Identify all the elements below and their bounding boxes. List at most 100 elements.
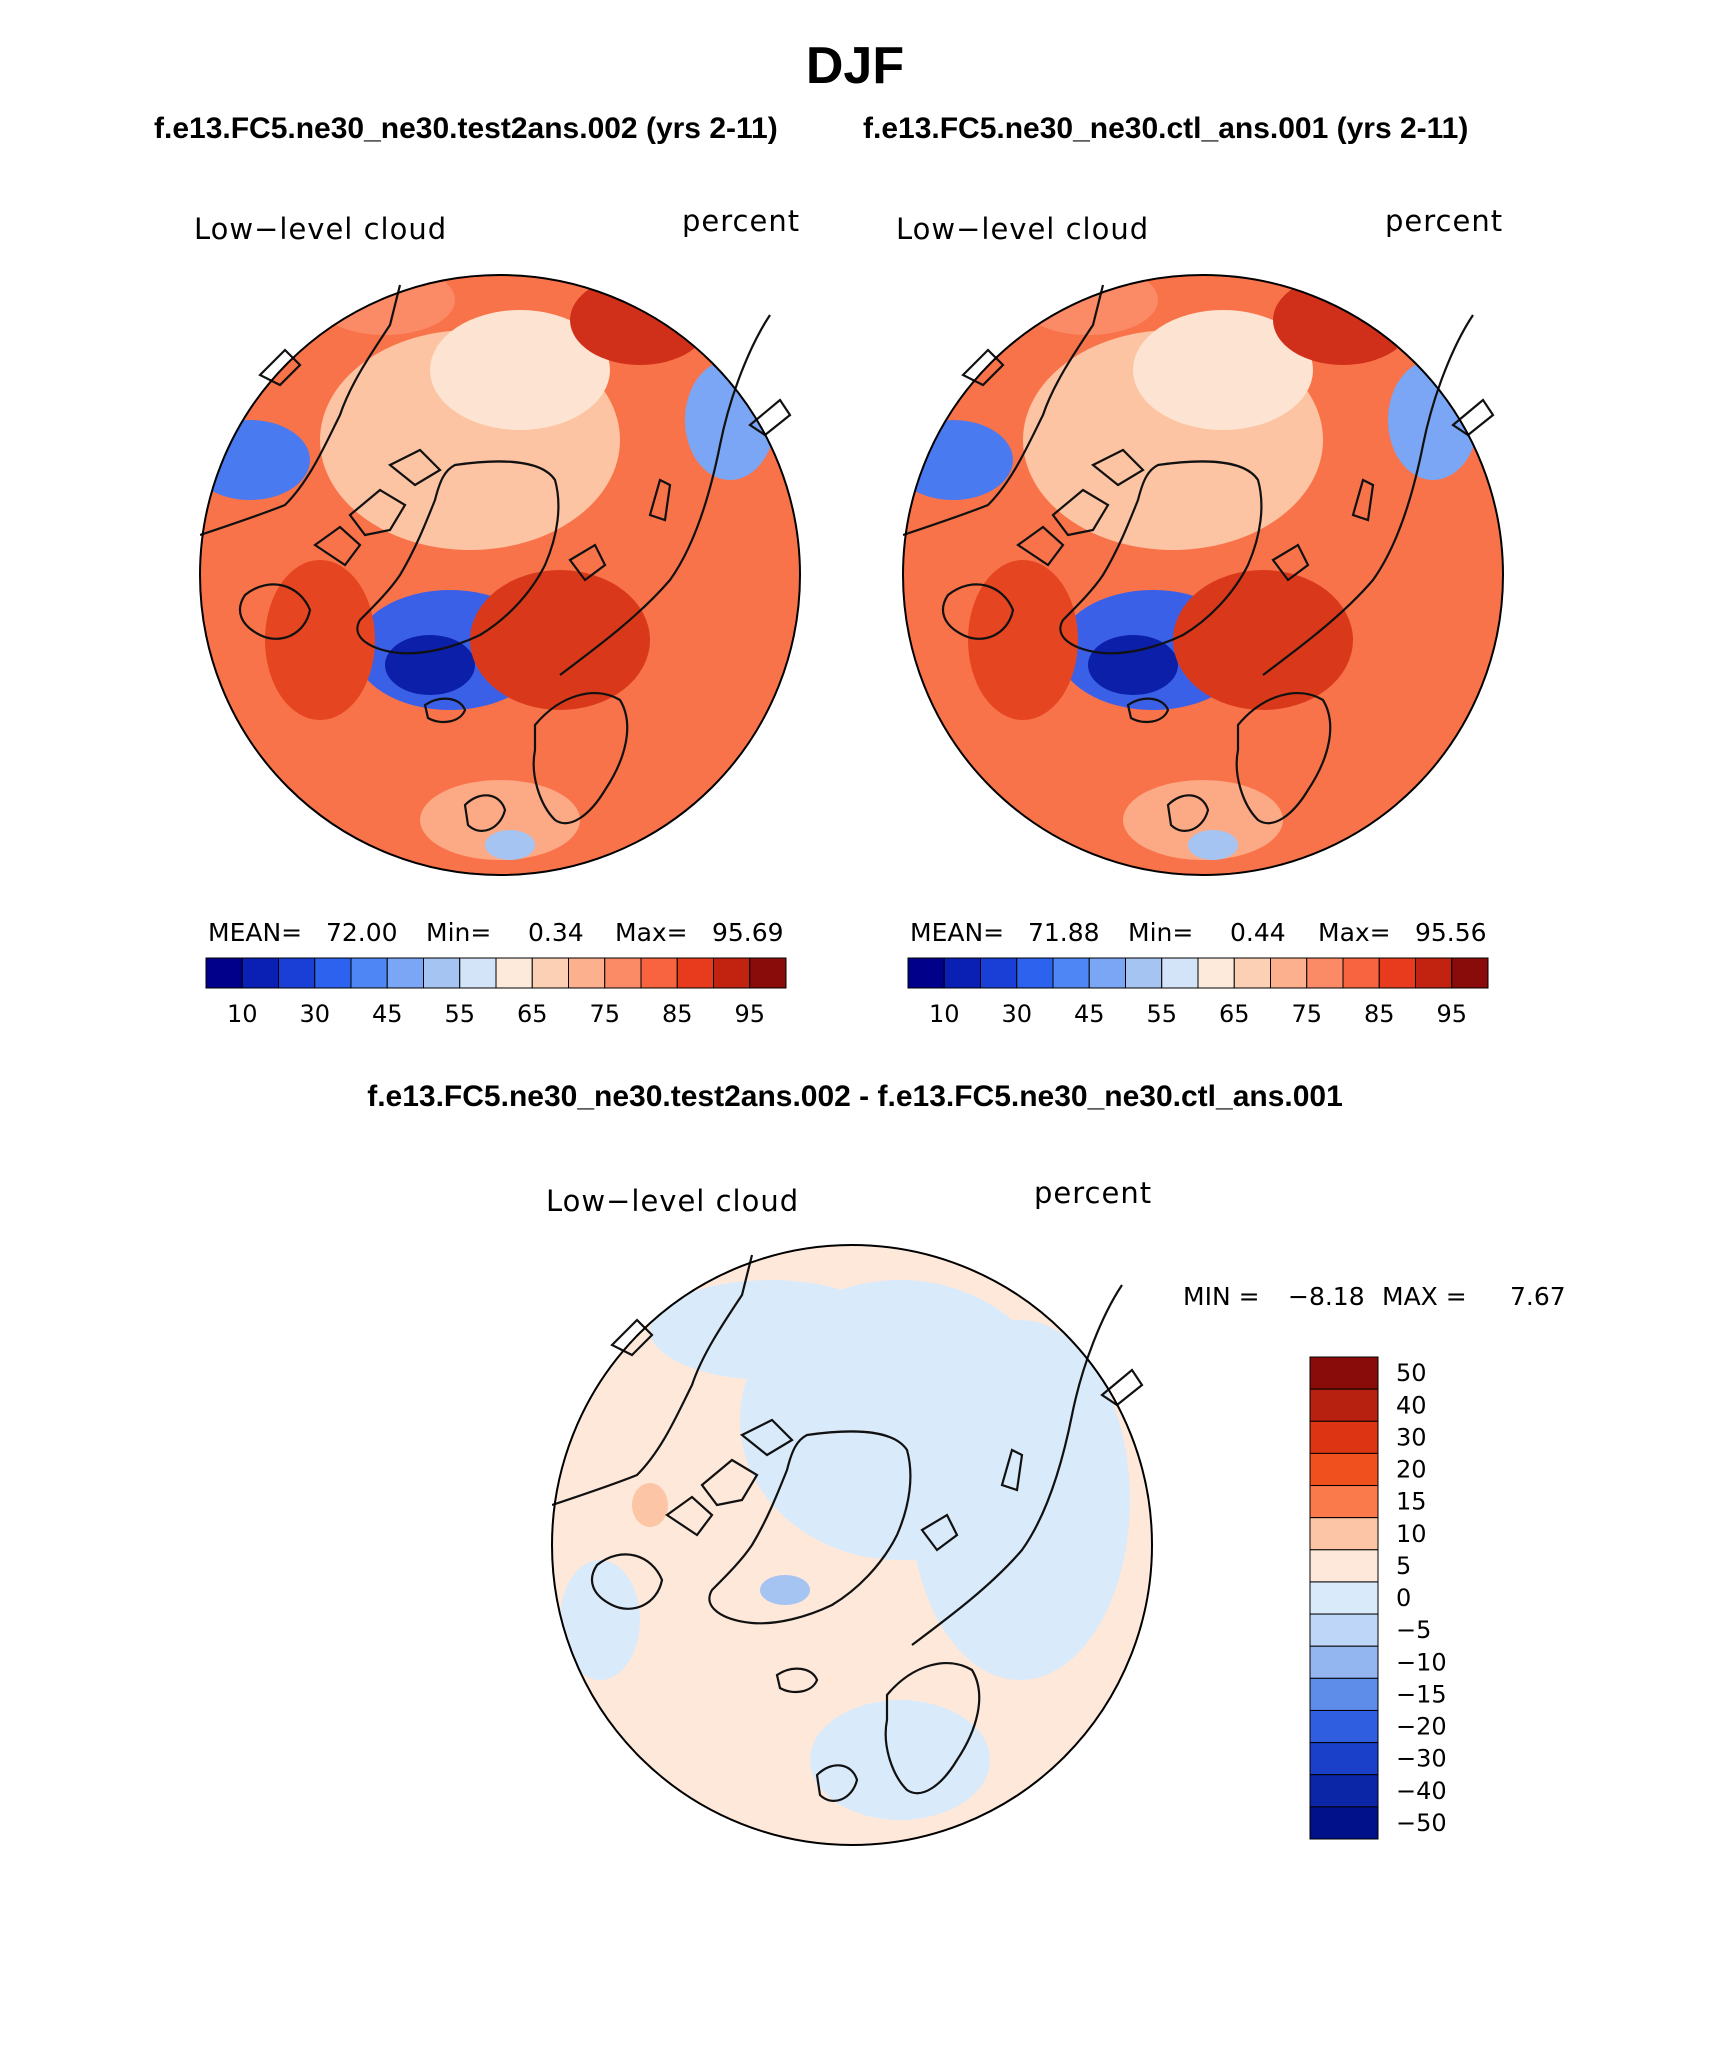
panel1-max-value: 95.69: [712, 918, 784, 947]
panel1-colorbar-swatch: [713, 957, 751, 989]
panel1-colorbar-swatch: [676, 957, 714, 989]
panel3-colorbar-tick-label: −15: [1396, 1680, 1447, 1708]
panel3-colorbar-swatch: [1309, 1549, 1379, 1583]
panel3-max-value: 7.67: [1510, 1282, 1566, 1311]
panel3-colorbar-tick-label: −20: [1396, 1713, 1447, 1741]
panel1-colorbar-swatch: [205, 957, 243, 989]
panel2-colorbar-swatch: [1270, 957, 1308, 989]
panel3-colorbar-tick-label: −30: [1396, 1745, 1447, 1773]
panel2-colorbar-swatch: [1378, 957, 1416, 989]
panel2-colorbar-swatch: [1125, 957, 1163, 989]
panel2-variable-label: Low−level cloud: [896, 212, 1150, 246]
right-panel-subtitle: f.e13.FC5.ne30_ne30.ctl_ans.001 (yrs 2-1…: [863, 112, 1469, 145]
panel3-colorbar-tick-label: 15: [1396, 1488, 1427, 1516]
panel2-colorbar-swatch: [1088, 957, 1126, 989]
panel3-colorbar-tick-label: 0: [1396, 1584, 1411, 1612]
panel1-colorbar-swatch: [423, 957, 461, 989]
panel2-colorbar-swatch: [1342, 957, 1380, 989]
panel2-mean-value: 71.88: [1028, 918, 1100, 947]
panel3-variable-label: Low−level cloud: [546, 1184, 800, 1218]
panel3-colorbar-swatch: [1309, 1709, 1379, 1744]
panel2-colorbar-swatch: [1306, 957, 1344, 989]
panel2-colorbar-tick-label: 45: [1074, 1000, 1105, 1028]
panel1-colorbar-swatch: [749, 957, 787, 989]
figure-title: DJF: [805, 37, 905, 95]
panel3-colorbar-swatch: [1309, 1806, 1379, 1840]
difference-title: f.e13.FC5.ne30_ne30.test2ans.002 - f.e13…: [367, 1080, 1343, 1113]
panel1-colorbar-swatch: [241, 957, 279, 989]
panel3-colorbar-swatch: [1309, 1774, 1379, 1808]
panel1-min-value: 0.34: [528, 918, 584, 947]
left-panel-subtitle: f.e13.FC5.ne30_ne30.test2ans.002 (yrs 2-…: [154, 112, 778, 145]
panel1-colorbar-swatch: [314, 957, 352, 989]
panel2-mean-label: MEAN=: [910, 918, 1005, 947]
panel2-colorbar-swatch: [1415, 957, 1453, 989]
panel3-colorbar-tick-label: 10: [1396, 1520, 1427, 1548]
panel3-colorbar-tick-label: 5: [1396, 1552, 1411, 1580]
panel2-colorbar-swatch: [1197, 957, 1235, 989]
panel1-colorbar-tick-label: 75: [589, 1000, 620, 1028]
panel2-colorbar-swatch: [1016, 957, 1054, 989]
panel3-colorbar-swatch: [1309, 1420, 1379, 1454]
panel3-colorbar-swatch: [1309, 1742, 1379, 1776]
panel1-mean-label: MEAN=: [208, 918, 303, 947]
panel2-colorbar-swatch: [1052, 957, 1090, 989]
panel1-colorbar-swatch: [278, 957, 316, 989]
panel1-colorbar-tick-label: 55: [444, 1000, 475, 1028]
panel3-colorbar-swatch: [1309, 1517, 1379, 1551]
panel2-max-value: 95.56: [1415, 918, 1487, 947]
panel3-min-value: −8.18: [1288, 1282, 1365, 1311]
panel2-colorbar-tick-label: 85: [1364, 1000, 1395, 1028]
colorbars: 10 30 45 55 65 75 85 95 10 30 45 55 65 75 85 9550403020…: [205, 957, 1489, 1840]
panel3-min-label: MIN =: [1183, 1282, 1260, 1311]
panel1-units-label: percent: [682, 204, 801, 238]
panel1-colorbar-tick-label: 30: [299, 1000, 330, 1028]
panel2-colorbar-swatch: [1451, 957, 1489, 989]
panel3-colorbar-swatch: [1309, 1485, 1379, 1519]
panel3-units-label: percent: [1034, 1176, 1153, 1210]
panel2-colorbar-swatch: [907, 957, 945, 989]
panel2-colorbar-swatch: [980, 957, 1018, 989]
panel1-colorbar-tick-label: 95: [734, 1000, 765, 1028]
panel1-colorbar-swatch: [568, 957, 606, 989]
panel1-colorbar-swatch: [350, 957, 388, 989]
panel2-colorbar-tick-label: 75: [1291, 1000, 1322, 1028]
panel1-max-label: Max=: [615, 918, 688, 947]
panel3-colorbar-swatch: [1309, 1356, 1379, 1390]
panel1-colorbar-swatch: [386, 957, 424, 989]
panel3-colorbar-tick-label: −5: [1396, 1616, 1431, 1644]
panel3-colorbar-swatch: [1309, 1613, 1379, 1647]
panel3-colorbar-swatch: [1309, 1452, 1379, 1487]
panel1-colorbar-tick-label: 45: [372, 1000, 403, 1028]
panel3-colorbar-swatch: [1309, 1388, 1379, 1422]
panel1-colorbar-tick-label: 65: [517, 1000, 548, 1028]
panel2-colorbar-swatch: [1233, 957, 1271, 989]
panel1-colorbar-tick-label: 10: [227, 1000, 258, 1028]
panel3-colorbar-tick-label: 30: [1396, 1423, 1427, 1451]
panel3-colorbar-tick-label: 40: [1396, 1391, 1427, 1419]
panel2-colorbar-tick-label: 10: [929, 1000, 960, 1028]
panel3-colorbar-swatch: [1309, 1581, 1379, 1615]
panel1-colorbar-tick-label: 85: [662, 1000, 693, 1028]
panel3-max-label: MAX =: [1382, 1282, 1467, 1311]
panel3-colorbar-tick-label: 20: [1396, 1456, 1427, 1484]
panel1-variable-label: Low−level cloud: [194, 212, 448, 246]
panel3-colorbar-tick-label: −50: [1396, 1809, 1447, 1837]
panel1-min-label: Min=: [426, 918, 492, 947]
panel3-colorbar-swatch: [1309, 1677, 1379, 1711]
panel1-map: [199, 274, 801, 876]
panel2-min-value: 0.44: [1230, 918, 1286, 947]
panel2-colorbar-tick-label: 95: [1436, 1000, 1467, 1028]
panel1-colorbar-swatch: [531, 957, 569, 989]
panel2-colorbar-tick-label: 65: [1219, 1000, 1250, 1028]
panel2-units-label: percent: [1385, 204, 1504, 238]
panel3-colorbar-tick-label: 50: [1396, 1359, 1427, 1387]
panel1-colorbar-swatch: [495, 957, 533, 989]
panel2-colorbar-swatch: [1161, 957, 1199, 989]
panel3-colorbar-swatch: [1309, 1645, 1379, 1679]
panel2-max-label: Max=: [1318, 918, 1391, 947]
panel2-colorbar-tick-label: 30: [1001, 1000, 1032, 1028]
panel1-colorbar-swatch: [604, 957, 642, 989]
panel1-mean-value: 72.00: [326, 918, 398, 947]
